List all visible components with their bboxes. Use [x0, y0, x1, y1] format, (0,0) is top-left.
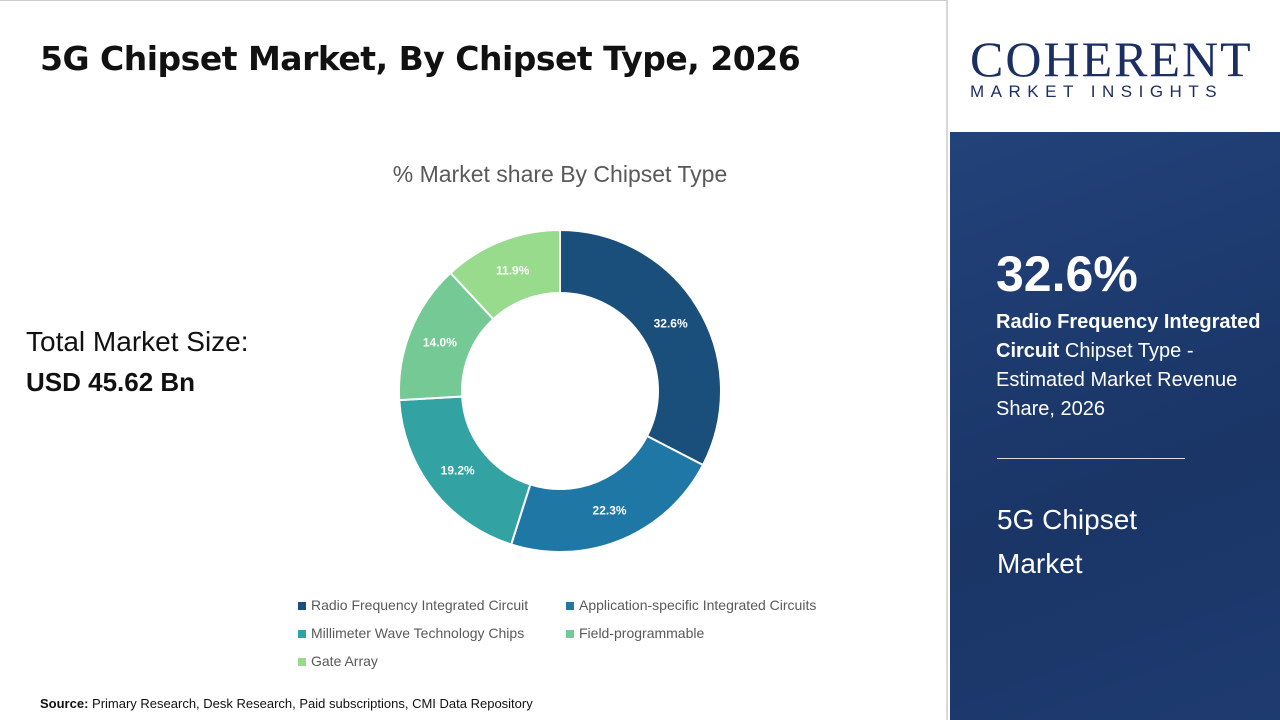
legend-item: Application-specific Integrated Circuits — [566, 597, 816, 613]
legend-swatch — [298, 602, 306, 610]
source-note: Source: Primary Research, Desk Research,… — [40, 696, 533, 711]
legend-item: Gate Array — [298, 653, 378, 669]
donut-slice — [509, 434, 705, 553]
legend-swatch — [298, 658, 306, 666]
total-market-value: USD 45.62 Bn — [26, 367, 196, 397]
data-label: 14.0% — [423, 336, 457, 350]
donut-slice — [559, 228, 722, 467]
data-label: 19.2% — [441, 463, 475, 477]
divider — [997, 458, 1185, 459]
chart-panel: 5G Chipset Market, By Chipset Type, 2026… — [0, 0, 948, 720]
legend-item: Field-programmable — [566, 625, 704, 641]
highlight-description: Radio Frequency Integrated Circuit Chips… — [996, 311, 1261, 420]
legend-swatch — [566, 630, 574, 638]
total-market-label: Total Market Size: — [26, 326, 249, 357]
legend-item: Radio Frequency Integrated Circuit — [298, 597, 528, 613]
data-label: 22.3% — [593, 504, 627, 518]
legend-swatch — [298, 630, 306, 638]
legend-swatch — [566, 602, 574, 610]
market-name: 5G Chipset Market — [997, 504, 1138, 579]
side-panel — [950, 132, 1280, 720]
data-label: 11.9% — [496, 263, 530, 277]
data-label: 32.6% — [654, 317, 688, 331]
chart-title: % Market share By Chipset Type — [392, 161, 728, 187]
page-title: 5G Chipset Market, By Chipset Type, 2026 — [40, 39, 801, 78]
donut-chart: 32.6% 22.3% 19.2% 14.0% 11.9% — [398, 228, 722, 553]
legend-item: Millimeter Wave Technology Chips — [298, 625, 524, 641]
donut-slice — [449, 228, 561, 321]
logo: COHERENT MARKET INSIGHTS — [970, 31, 1253, 101]
highlight-value: 32.6% — [996, 246, 1138, 302]
